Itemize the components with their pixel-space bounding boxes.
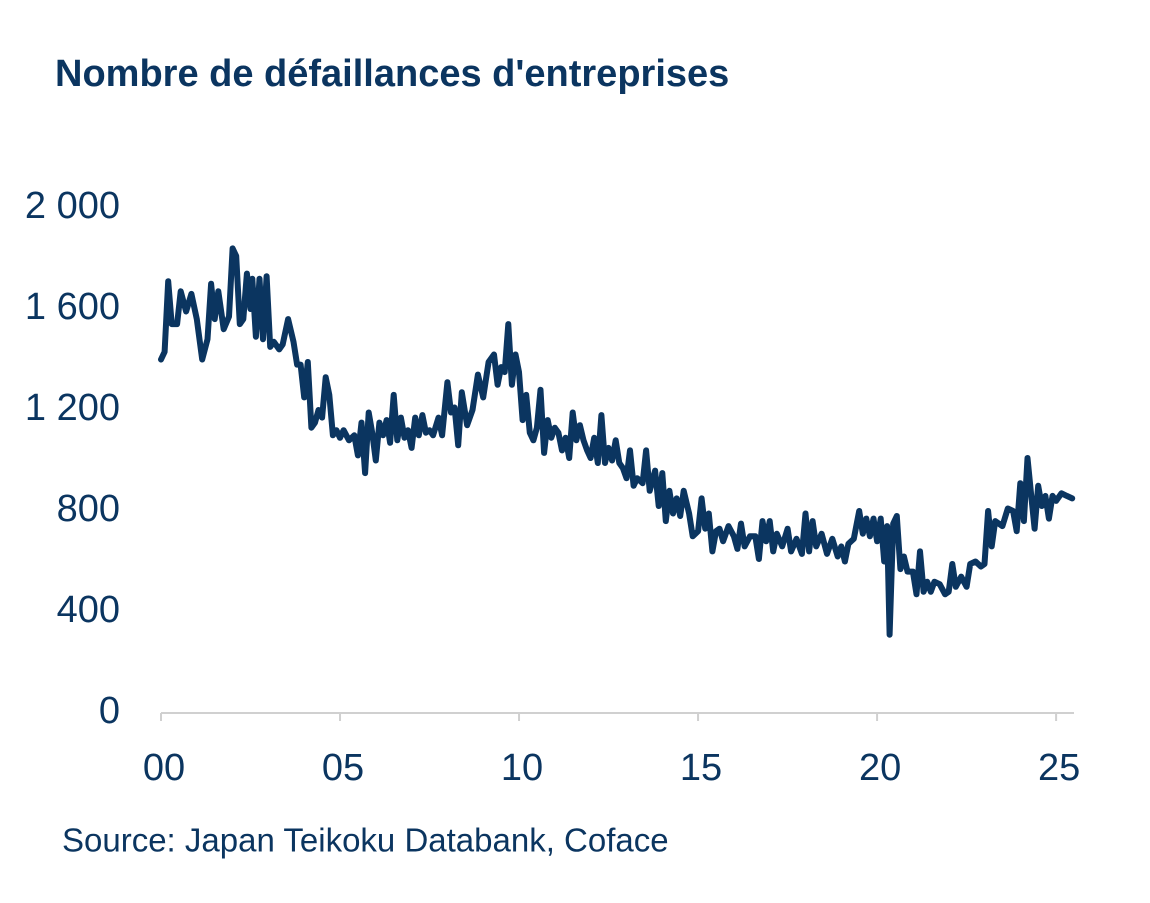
x-tick-label: 20 bbox=[859, 747, 901, 789]
x-tick-label: 00 bbox=[143, 747, 185, 789]
x-tick-label: 15 bbox=[680, 747, 722, 789]
y-tick-label: 0 bbox=[99, 690, 120, 732]
y-tick-label: 800 bbox=[57, 488, 120, 530]
y-tick-label: 1 200 bbox=[25, 387, 120, 429]
source-note: Source: Japan Teikoku Databank, Coface bbox=[62, 822, 669, 859]
data-line bbox=[158, 245, 1076, 638]
y-tick-label: 2 000 bbox=[25, 185, 120, 227]
x-tick-label: 05 bbox=[322, 747, 364, 789]
y-tick-label: 400 bbox=[57, 589, 120, 631]
x-tick-label: 25 bbox=[1038, 747, 1080, 789]
y-tick-label: 1 600 bbox=[25, 286, 120, 328]
chart-title: Nombre de défaillances d'entreprises bbox=[55, 53, 729, 95]
x-tick-label: 10 bbox=[501, 747, 543, 789]
